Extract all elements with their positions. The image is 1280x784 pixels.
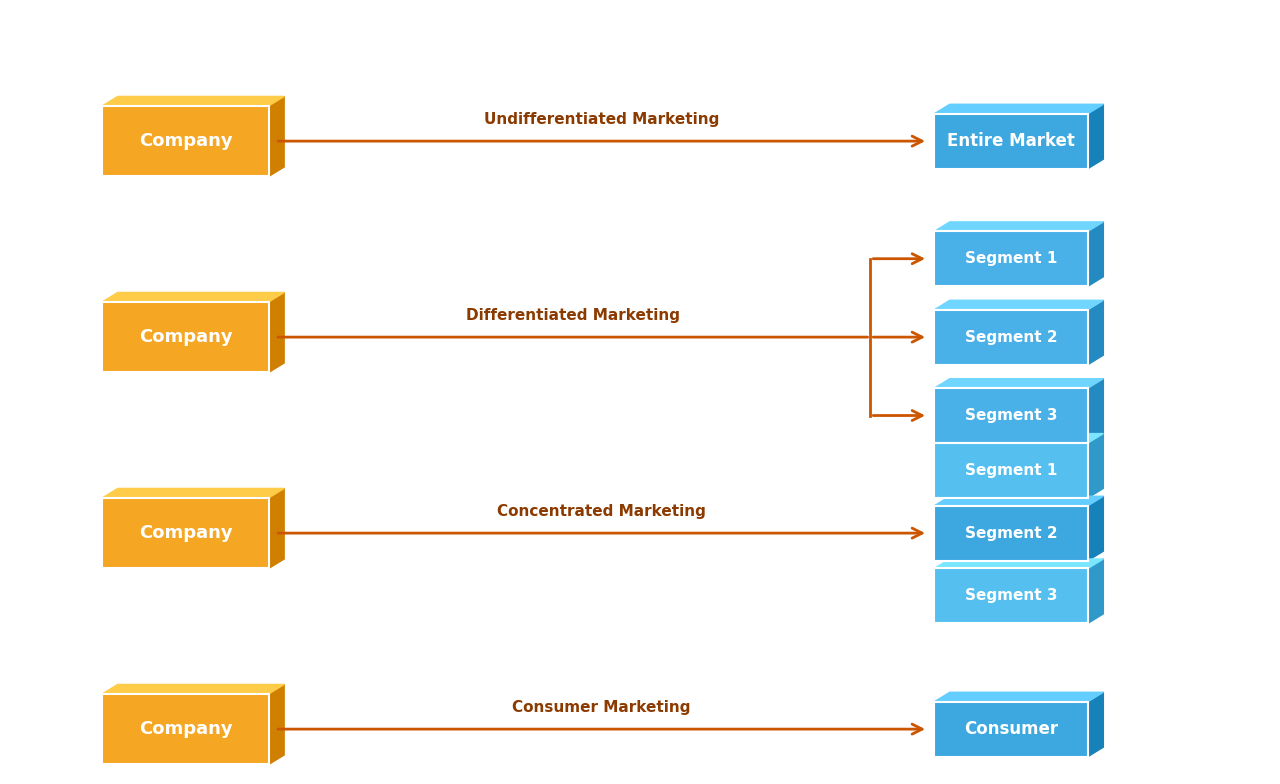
Text: Segment 2: Segment 2: [965, 329, 1057, 345]
FancyBboxPatch shape: [102, 694, 269, 764]
Polygon shape: [1088, 300, 1103, 365]
Polygon shape: [934, 222, 1103, 231]
FancyBboxPatch shape: [934, 568, 1088, 623]
Polygon shape: [934, 300, 1103, 310]
FancyBboxPatch shape: [934, 702, 1088, 757]
Polygon shape: [269, 96, 284, 176]
Polygon shape: [1088, 222, 1103, 286]
Polygon shape: [934, 104, 1103, 114]
Polygon shape: [102, 684, 284, 694]
Polygon shape: [1088, 496, 1103, 561]
Polygon shape: [934, 692, 1103, 702]
FancyBboxPatch shape: [102, 106, 269, 176]
Polygon shape: [269, 292, 284, 372]
Text: Segment 3: Segment 3: [965, 408, 1057, 423]
Polygon shape: [1088, 692, 1103, 757]
FancyBboxPatch shape: [934, 388, 1088, 443]
Polygon shape: [1088, 104, 1103, 169]
Text: Entire Market: Entire Market: [947, 132, 1075, 150]
FancyBboxPatch shape: [102, 498, 269, 568]
Polygon shape: [934, 434, 1103, 443]
Text: Company: Company: [138, 132, 233, 150]
FancyBboxPatch shape: [102, 302, 269, 372]
Polygon shape: [934, 496, 1103, 506]
FancyBboxPatch shape: [934, 114, 1088, 169]
Text: Company: Company: [138, 720, 233, 738]
Polygon shape: [269, 488, 284, 568]
Text: Consumer Marketing: Consumer Marketing: [512, 700, 691, 715]
Polygon shape: [102, 488, 284, 498]
FancyBboxPatch shape: [934, 310, 1088, 365]
FancyBboxPatch shape: [934, 506, 1088, 561]
FancyBboxPatch shape: [934, 231, 1088, 286]
Text: Company: Company: [138, 524, 233, 542]
Text: Consumer: Consumer: [964, 720, 1059, 738]
Text: Concentrated Marketing: Concentrated Marketing: [497, 504, 707, 519]
Polygon shape: [1088, 379, 1103, 443]
Polygon shape: [1088, 559, 1103, 623]
Text: Segment 2: Segment 2: [965, 525, 1057, 541]
Polygon shape: [269, 684, 284, 764]
Polygon shape: [102, 292, 284, 302]
Polygon shape: [934, 559, 1103, 568]
Polygon shape: [102, 96, 284, 106]
Polygon shape: [934, 379, 1103, 388]
Text: Undifferentiated Marketing: Undifferentiated Marketing: [484, 112, 719, 127]
Text: Segment 1: Segment 1: [965, 251, 1057, 267]
Polygon shape: [1088, 434, 1103, 498]
Text: Segment 3: Segment 3: [965, 588, 1057, 604]
FancyBboxPatch shape: [934, 443, 1088, 498]
Text: Differentiated Marketing: Differentiated Marketing: [466, 308, 680, 323]
Text: Segment 1: Segment 1: [965, 463, 1057, 478]
Text: Company: Company: [138, 328, 233, 346]
